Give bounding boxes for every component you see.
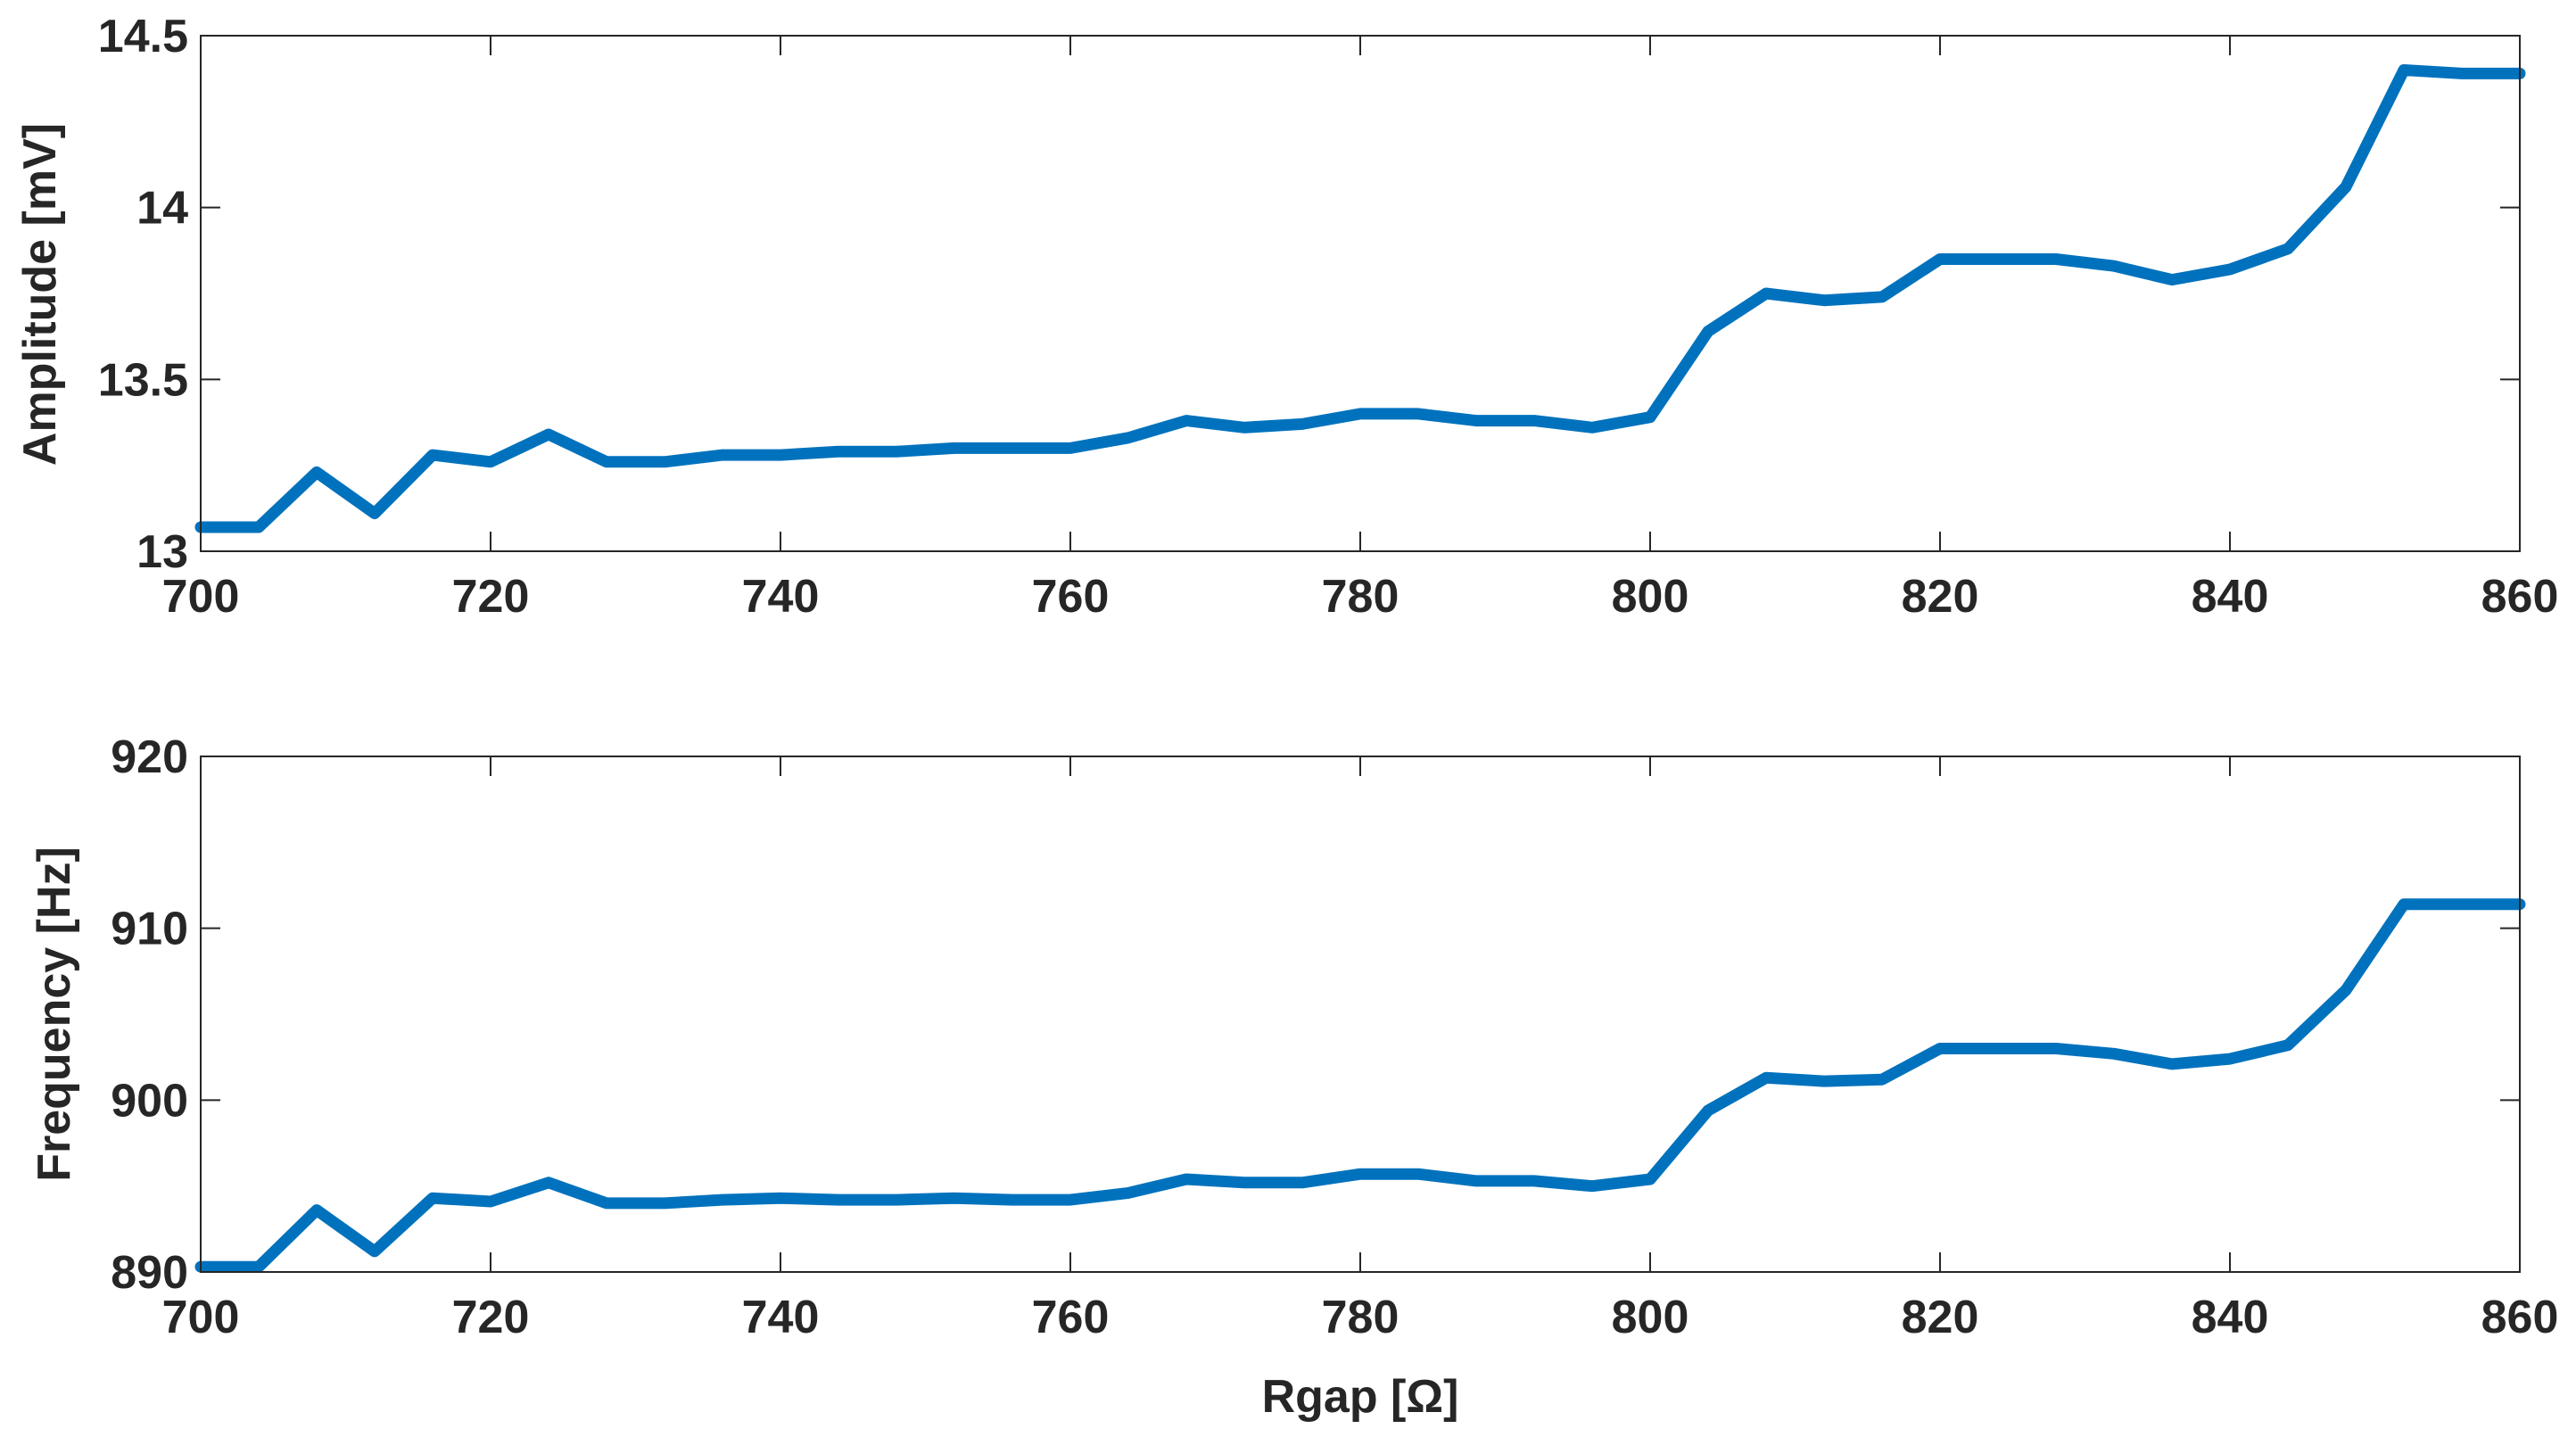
frequency-x-tick-label: 760	[1032, 1292, 1110, 1343]
rgap-x-axis-label: Rgap [Ω]	[1262, 1371, 1459, 1423]
amplitude-y-axis-label: Amplitude [mV]	[14, 123, 66, 466]
amplitude-series-line	[194, 64, 2526, 533]
frequency-x-tick-label: 860	[2481, 1292, 2559, 1343]
amplitude-y-tick-label: 13.5	[98, 354, 188, 406]
frequency-y-tick-label: 890	[111, 1247, 188, 1299]
amplitude-x-tick-label: 820	[1902, 571, 1979, 623]
frequency-x-tick-label: 700	[162, 1292, 240, 1343]
frequency-axes-frame	[200, 756, 2521, 1273]
amplitude-y-tick-label: 14.5	[98, 11, 188, 62]
amplitude-x-tick-label: 840	[2192, 571, 2269, 623]
frequency-x-tick-label: 740	[742, 1292, 820, 1343]
amplitude-plot: Amplitude [mV] 700 720 740 760 780 800 820 840 8…	[14, 11, 2558, 623]
frequency-x-tick-label: 780	[1322, 1292, 1399, 1343]
amplitude-ticks: 700 720 740 760 780 800 820 840 860 13 13.5 14 14.5	[98, 11, 2559, 623]
frequency-y-tick-label: 910	[111, 904, 188, 955]
amplitude-y-tick-label: 13	[136, 526, 188, 578]
amplitude-x-tick-label: 720	[452, 571, 530, 623]
amplitude-x-tick-label: 740	[742, 571, 820, 623]
frequency-x-tick-label: 800	[1612, 1292, 1689, 1343]
frequency-y-tick-label: 900	[111, 1075, 188, 1127]
amplitude-x-tick-label: 760	[1032, 571, 1110, 623]
frequency-x-tick-label: 840	[2192, 1292, 2269, 1343]
frequency-plot: Frequency [Hz] Rgap [Ω] 700 720 740 760 780 8…	[29, 731, 2558, 1423]
frequency-y-axis-label: Frequency [Hz]	[29, 847, 80, 1182]
frequency-series-line	[194, 898, 2526, 1273]
frequency-x-tick-label: 720	[452, 1292, 530, 1343]
amplitude-x-tick-label: 800	[1612, 571, 1689, 623]
amplitude-x-tick-label: 860	[2481, 571, 2559, 623]
frequency-x-tick-label: 820	[1902, 1292, 1979, 1343]
amplitude-axes-frame	[200, 35, 2521, 552]
frequency-y-tick-label: 920	[111, 731, 188, 783]
amplitude-y-tick-label: 14	[136, 183, 188, 235]
frequency-ticks: 700 720 740 760 780 800 820 840 860 890 900 910 920	[111, 731, 2558, 1343]
amplitude-x-tick-label: 700	[162, 571, 240, 623]
amplitude-x-tick-label: 780	[1322, 571, 1399, 623]
